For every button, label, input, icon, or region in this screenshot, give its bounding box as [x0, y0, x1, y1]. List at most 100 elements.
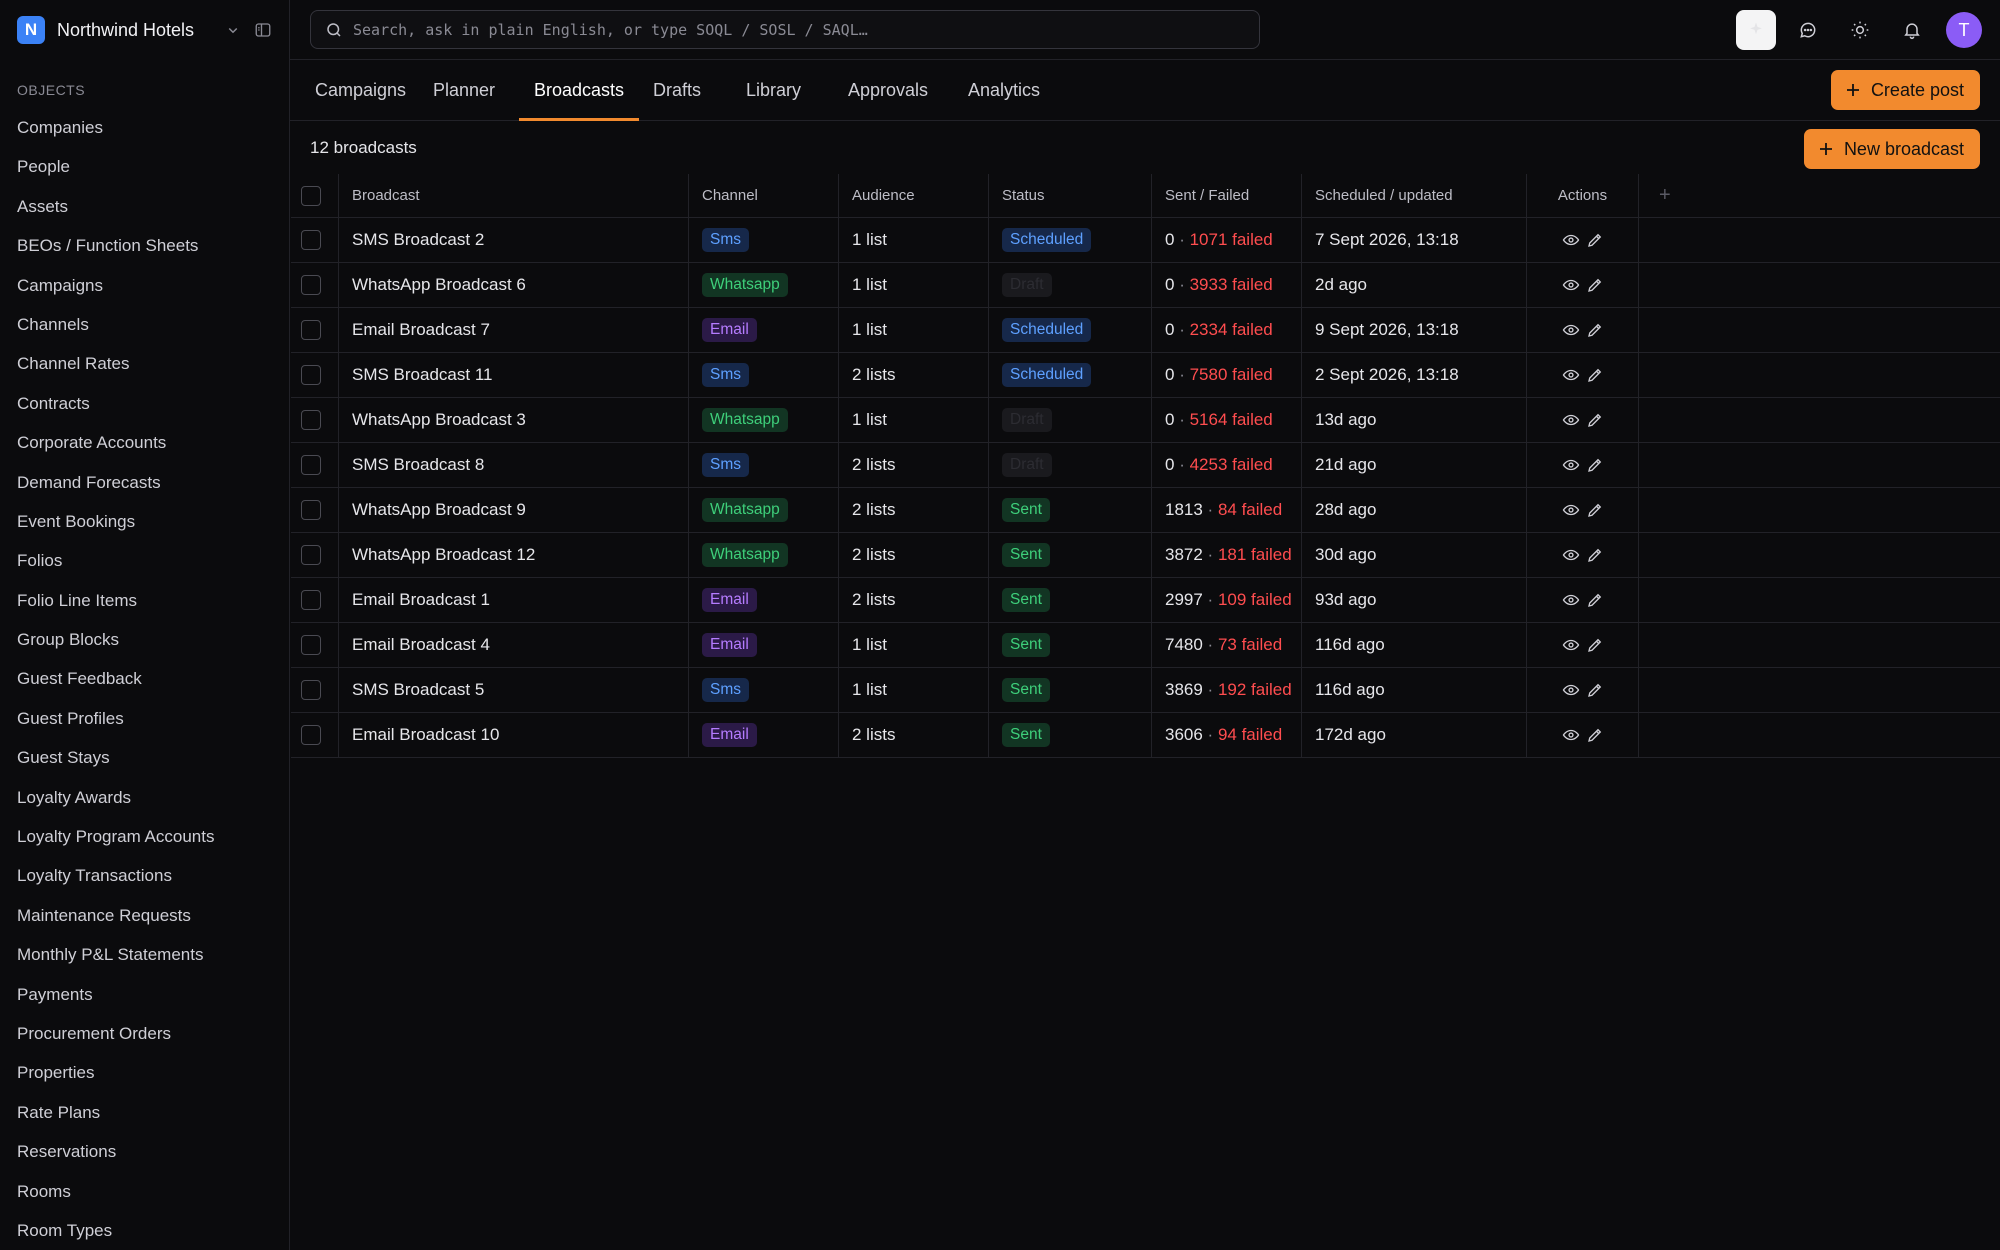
broadcast-name[interactable]: SMS Broadcast 11 [339, 353, 689, 397]
sidebar-item-procurement-orders[interactable]: Procurement Orders [17, 1023, 171, 1043]
eye-icon[interactable] [1562, 321, 1580, 339]
sidebar-item-group-blocks[interactable]: Group Blocks [17, 630, 120, 650]
sidebar-item-demand-forecasts[interactable]: Demand Forecasts [17, 472, 161, 492]
header-scheduled-updated[interactable]: Scheduled / updated [1302, 174, 1527, 217]
eye-icon[interactable] [1562, 501, 1580, 519]
sidebar-item-loyalty-awards[interactable]: Loyalty Awards [17, 787, 132, 807]
broadcast-name[interactable]: Email Broadcast 10 [339, 713, 689, 757]
sidebar-item-folio-line-items[interactable]: Folio Line Items [17, 590, 137, 610]
tab-broadcasts[interactable]: Broadcasts [519, 60, 640, 121]
notifications-button[interactable] [1892, 10, 1932, 50]
table-row[interactable]: SMS Broadcast 2 Sms 1 list Scheduled 0 · 107… [291, 218, 2000, 263]
table-row[interactable]: Email Broadcast 4 Email 1 list Sent 7480 · 7… [291, 623, 2000, 668]
eye-icon[interactable] [1562, 411, 1580, 429]
header-status[interactable]: Status [989, 174, 1152, 217]
sidebar-item-loyalty-program-accounts[interactable]: Loyalty Program Accounts [17, 827, 215, 847]
header-sent-failed[interactable]: Sent / Failed [1152, 174, 1302, 217]
pencil-icon[interactable] [1586, 546, 1604, 564]
sidebar-item-contracts[interactable]: Contracts [17, 393, 90, 413]
table-row[interactable]: SMS Broadcast 11 Sms 2 lists Scheduled 0 · 7… [291, 353, 2000, 398]
sidebar-item-beos-function-sheets[interactable]: BEOs / Function Sheets [17, 236, 199, 256]
row-checkbox[interactable] [301, 500, 321, 520]
pencil-icon[interactable] [1586, 681, 1604, 699]
tab-analytics[interactable]: Analytics [968, 80, 1041, 100]
table-row[interactable]: WhatsApp Broadcast 3 Whatsapp 1 list Draft 0… [291, 398, 2000, 443]
table-row[interactable]: Email Broadcast 10 Email 2 lists Sent 3606 ·… [291, 713, 2000, 758]
broadcast-name[interactable]: WhatsApp Broadcast 3 [339, 398, 689, 442]
pencil-icon[interactable] [1586, 276, 1604, 294]
row-checkbox[interactable] [301, 455, 321, 475]
chat-button[interactable] [1788, 10, 1828, 50]
eye-icon[interactable] [1562, 636, 1580, 654]
row-checkbox[interactable] [301, 320, 321, 340]
tab-campaigns[interactable]: Campaigns [315, 80, 407, 100]
pencil-icon[interactable] [1586, 636, 1604, 654]
sidebar-item-properties[interactable]: Properties [17, 1063, 95, 1083]
chevron-down-icon[interactable] [224, 21, 242, 39]
header-broadcast[interactable]: Broadcast [339, 174, 689, 217]
eye-icon[interactable] [1562, 591, 1580, 609]
eye-icon[interactable] [1562, 681, 1580, 699]
header-channel[interactable]: Channel [689, 174, 839, 217]
broadcast-name[interactable]: Email Broadcast 7 [339, 308, 689, 352]
theme-toggle-button[interactable] [1840, 10, 1880, 50]
row-checkbox[interactable] [301, 230, 321, 250]
tab-approvals[interactable]: Approvals [848, 80, 929, 100]
panel-toggle-icon[interactable] [254, 21, 272, 39]
table-row[interactable]: WhatsApp Broadcast 9 Whatsapp 2 lists Sent 1… [291, 488, 2000, 533]
tab-planner[interactable]: Planner [433, 80, 496, 100]
broadcast-name[interactable]: WhatsApp Broadcast 12 [339, 533, 689, 577]
sidebar-item-guest-feedback[interactable]: Guest Feedback [17, 669, 142, 689]
pencil-icon[interactable] [1586, 501, 1604, 519]
row-checkbox[interactable] [301, 680, 321, 700]
sidebar-item-channel-rates[interactable]: Channel Rates [17, 354, 130, 374]
sidebar-item-guest-profiles[interactable]: Guest Profiles [17, 708, 124, 728]
sidebar-item-payments[interactable]: Payments [17, 984, 93, 1004]
broadcast-name[interactable]: SMS Broadcast 5 [339, 668, 689, 712]
sidebar-item-assets[interactable]: Assets [17, 196, 69, 216]
sidebar-item-room-types[interactable]: Room Types [17, 1220, 113, 1240]
brand-switcher[interactable]: N Northwind Hotels [0, 0, 289, 60]
row-checkbox[interactable] [301, 545, 321, 565]
sidebar-item-folios[interactable]: Folios [17, 551, 63, 571]
pencil-icon[interactable] [1586, 726, 1604, 744]
sidebar-item-campaigns[interactable]: Campaigns [17, 275, 103, 295]
sidebar-item-channels[interactable]: Channels [17, 314, 89, 334]
header-audience[interactable]: Audience [839, 174, 989, 217]
sidebar-item-rooms[interactable]: Rooms [17, 1181, 71, 1201]
row-checkbox[interactable] [301, 725, 321, 745]
table-row[interactable]: SMS Broadcast 8 Sms 2 lists Draft 0 · 4253 f… [291, 443, 2000, 488]
pencil-icon[interactable] [1586, 591, 1604, 609]
table-row[interactable]: Email Broadcast 7 Email 1 list Scheduled 0 ·… [291, 308, 2000, 353]
sidebar-item-people[interactable]: People [17, 157, 70, 177]
user-avatar[interactable]: T [1946, 12, 1982, 48]
eye-icon[interactable] [1562, 276, 1580, 294]
sidebar-item-monthly-p-l-statements[interactable]: Monthly P&L Statements [17, 945, 204, 965]
create-post-button[interactable]: Create post [1830, 70, 1980, 110]
pencil-icon[interactable] [1586, 366, 1604, 384]
tab-drafts[interactable]: Drafts [653, 80, 702, 100]
broadcast-name[interactable]: WhatsApp Broadcast 6 [339, 263, 689, 307]
broadcast-name[interactable]: SMS Broadcast 8 [339, 443, 689, 487]
search-input[interactable] [353, 20, 1233, 39]
ai-assistant-button[interactable] [1736, 10, 1776, 50]
eye-icon[interactable] [1562, 546, 1580, 564]
sidebar-item-corporate-accounts[interactable]: Corporate Accounts [17, 433, 167, 453]
global-search[interactable] [310, 10, 1260, 49]
row-checkbox[interactable] [301, 275, 321, 295]
tab-library[interactable]: Library [746, 80, 802, 100]
row-checkbox[interactable] [301, 590, 321, 610]
sidebar-item-maintenance-requests[interactable]: Maintenance Requests [17, 905, 191, 925]
table-row[interactable]: WhatsApp Broadcast 12 Whatsapp 2 lists Sent… [291, 533, 2000, 578]
pencil-icon[interactable] [1586, 231, 1604, 249]
sidebar-item-companies[interactable]: Companies [17, 118, 103, 137]
table-row[interactable]: Email Broadcast 1 Email 2 lists Sent 2997 · … [291, 578, 2000, 623]
sidebar-item-event-bookings[interactable]: Event Bookings [17, 511, 136, 531]
add-column-button[interactable]: + [1659, 184, 1671, 206]
select-all-checkbox[interactable] [301, 185, 321, 206]
broadcast-name[interactable]: Email Broadcast 1 [339, 578, 689, 622]
eye-icon[interactable] [1562, 726, 1580, 744]
pencil-icon[interactable] [1586, 321, 1604, 339]
new-broadcast-button[interactable]: New broadcast [1803, 129, 1980, 169]
broadcast-name[interactable]: Email Broadcast 4 [339, 623, 689, 667]
